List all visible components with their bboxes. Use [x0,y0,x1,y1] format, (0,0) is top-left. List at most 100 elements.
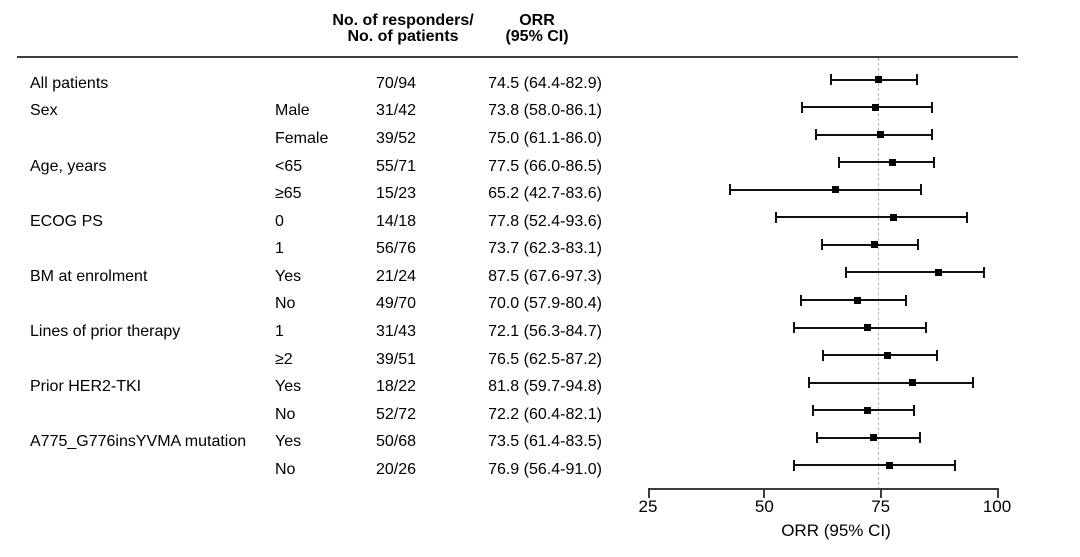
orr-ci-value: 70.0 (57.9-80.4) [488,295,602,313]
table-row: 1 56/76 73.7 (62.3-83.1) [0,235,648,263]
orr-ci-value: 72.1 (56.3-84.7) [488,322,602,340]
ci-bar [812,409,914,412]
ci-cap-high [904,294,907,306]
ci-bar [831,78,918,81]
table-row: All patients 70/94 74.5 (64.4-82.9) [0,70,648,98]
orr-ci-value: 77.5 (66.0-86.5) [488,157,602,175]
responders-value: 15/23 [375,185,417,203]
ci-cap-low [845,266,848,278]
responders-value: 31/42 [375,102,417,120]
ci-cap-high [933,156,936,168]
responders-value: 20/26 [375,460,417,478]
point-estimate-marker [864,406,872,414]
ci-cap-high [924,322,927,334]
ci-cap-high [983,266,986,278]
table-row: A775_G776insYVMA mutation Yes 50/68 73.5 (6… [0,428,648,456]
group-label: Prior HER2-TKI [30,378,142,396]
header-divider-line [17,56,1018,58]
point-estimate-marker [871,241,879,249]
axis-tick-label: 50 [754,497,774,516]
ci-bar [775,216,968,219]
responders-value: 14/18 [375,212,417,230]
ci-bar [809,381,973,384]
x-axis-line [648,488,999,490]
subgroup-label: No [275,460,296,478]
table-row: Prior HER2-TKI Yes 18/22 81.8 (59.7-94.8) [0,373,648,401]
group-label: Sex [30,102,58,120]
ci-bar [838,161,935,164]
axis-tick [879,488,882,498]
ci-cap-low [800,101,803,113]
point-estimate-marker [888,158,896,166]
subgroup-label: 1 [275,322,284,340]
point-estimate-marker [871,103,879,111]
orr-ci-value: 87.5 (67.6-97.3) [488,267,602,285]
ci-cap-low [821,349,824,361]
responders-value: 18/22 [375,378,417,396]
subgroup-label: Male [275,102,310,120]
ci-bar [794,464,956,467]
ci-cap-high [930,129,933,141]
point-estimate-marker [853,296,861,304]
ci-cap-low [808,377,811,389]
table-row: No 52/72 72.2 (60.4-82.1) [0,401,648,429]
responders-column-header: No. of responders/ No. of patients [283,13,523,45]
ci-cap-low [814,129,817,141]
point-estimate-marker [935,268,943,276]
orr-ci-value: 73.8 (58.0-86.1) [488,102,602,120]
group-label: Lines of prior therapy [30,322,181,340]
group-label: BM at enrolment [30,267,148,285]
ci-bar [730,188,921,191]
table-row: ECOG PS 0 14/18 77.8 (52.4-93.6) [0,208,648,236]
orr-ci-value: 72.2 (60.4-82.1) [488,405,602,423]
group-label: A775_G776insYVMA mutation [30,433,247,451]
table-row: ≥65 15/23 65.2 (42.7-83.6) [0,180,648,208]
responders-value: 70/94 [375,74,417,92]
axis-tick-label: 75 [871,497,891,516]
ci-cap-low [837,156,840,168]
responders-value: 52/72 [375,405,417,423]
subgroup-label: Yes [275,378,302,396]
ci-cap-low [793,459,796,471]
ci-bar [817,436,921,439]
responders-value: 49/70 [375,295,417,313]
orr-column-header: ORR (95% CI) [457,13,617,45]
group-label: Age, years [30,157,107,175]
ci-bar [822,354,938,357]
point-estimate-marker [831,186,839,194]
orr-ci-value: 75.0 (61.1-86.0) [488,129,602,147]
ci-cap-high [954,459,957,471]
responders-value: 39/52 [375,129,417,147]
point-estimate-marker [884,351,892,359]
ci-cap-low [792,322,795,334]
ci-cap-low [830,74,833,85]
responders-value: 56/76 [375,240,417,258]
subgroup-label: Female [275,129,329,147]
ci-cap-high [936,349,939,361]
axis-tick-label: 25 [638,497,658,516]
reference-dashed-line [878,58,880,490]
orr-ci-value: 73.7 (62.3-83.1) [488,240,602,258]
ci-cap-low [811,404,814,416]
ci-bar [793,326,926,329]
ci-cap-high [919,184,922,196]
ci-cap-low [816,432,819,444]
orr-ci-value: 76.5 (62.5-87.2) [488,350,602,368]
ci-cap-low [774,211,777,223]
orr-header-line2: (95% CI) [505,28,569,45]
ci-cap-high [919,432,922,444]
axis-tick-label: 100 [982,497,1012,516]
group-label: ECOG PS [30,212,103,230]
ci-cap-low [820,239,823,251]
subgroup-label: ≥65 [275,185,302,203]
point-estimate-marker [890,213,898,221]
ci-cap-low [729,184,732,196]
table-row: ≥2 39/51 76.5 (62.5-87.2) [0,346,648,374]
orr-ci-value: 65.2 (42.7-83.6) [488,185,602,203]
responders-header-line2: No. of patients [347,28,459,45]
subgroup-label: <65 [275,157,303,175]
ci-bar [846,271,985,274]
point-estimate-marker [877,131,885,139]
